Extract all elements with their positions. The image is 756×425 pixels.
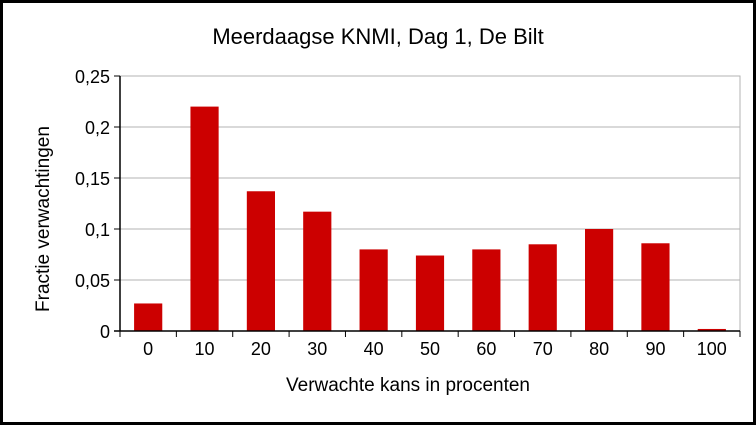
x-tick-label: 60 xyxy=(476,339,496,359)
y-tick-labels: 0 0,05 0,1 0,15 0,2 0,25 xyxy=(75,67,110,342)
bar-10 xyxy=(190,106,219,331)
gridlines xyxy=(119,75,741,332)
bar-0 xyxy=(134,303,163,331)
bar-50 xyxy=(415,255,445,331)
bar-60 xyxy=(472,249,501,331)
y-tick-label: 0,25 xyxy=(75,67,110,87)
y-tick-label: 0 xyxy=(100,322,110,342)
x-tick-label: 20 xyxy=(251,339,271,359)
bar-20 xyxy=(246,191,275,331)
y-tick-label: 0,1 xyxy=(85,220,110,240)
x-tick-label: 70 xyxy=(533,339,553,359)
x-tick-label: 40 xyxy=(364,339,384,359)
bar-100 xyxy=(697,328,726,331)
x-tick-label: 30 xyxy=(307,339,327,359)
x-tick-label: 90 xyxy=(645,339,665,359)
axes xyxy=(114,75,741,337)
y-axis-label: Fractie verwachtingen xyxy=(33,126,54,312)
y-tick-label: 0,15 xyxy=(75,169,110,189)
x-tick-label: 80 xyxy=(589,339,609,359)
bar-90 xyxy=(641,243,670,331)
x-axis-label: Verwachte kans in procenten xyxy=(286,375,530,396)
bars xyxy=(134,106,726,331)
x-tick-label: 10 xyxy=(195,339,215,359)
bar-30 xyxy=(303,211,332,331)
bar-80 xyxy=(585,229,614,331)
y-tick-label: 0,05 xyxy=(75,271,110,291)
x-tick-labels: 0 10 20 30 40 50 60 70 80 90 100 xyxy=(143,339,727,359)
bar-70 xyxy=(528,244,557,331)
y-tick-label: 0,2 xyxy=(85,118,110,138)
x-tick-label: 100 xyxy=(697,339,727,359)
x-tick-label: 50 xyxy=(420,339,440,359)
chart-title: Meerdaagse KNMI, Dag 1, De Bilt xyxy=(212,24,543,49)
x-tick-label: 0 xyxy=(143,339,153,359)
bar-40 xyxy=(359,249,388,331)
